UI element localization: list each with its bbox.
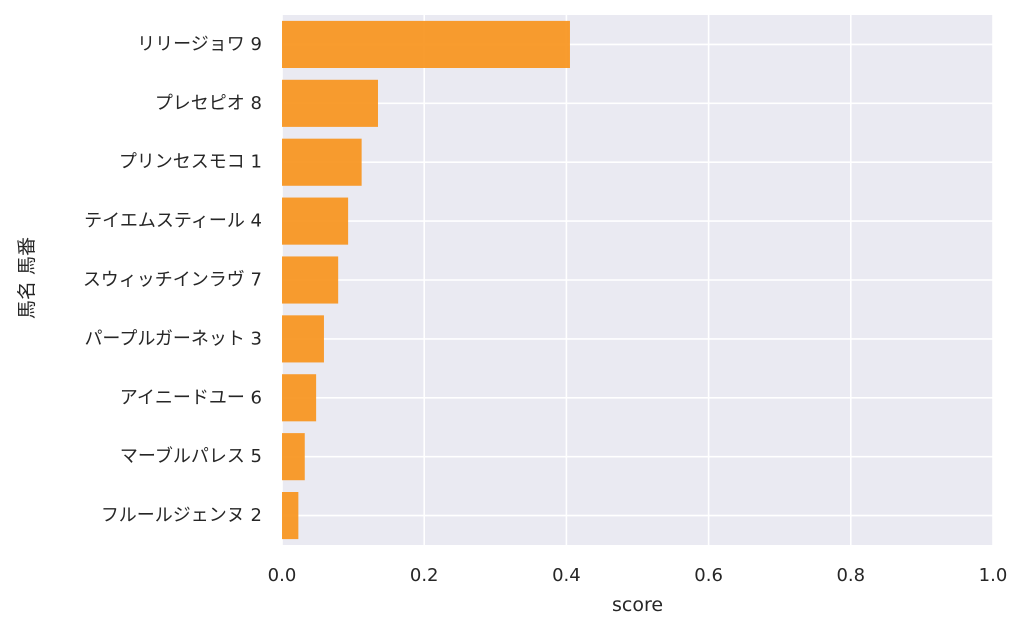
x-axis-label: score (612, 594, 663, 616)
y-tick-label: リリージョワ 9 (137, 34, 262, 55)
y-tick-label: テイエムスティール 4 (84, 211, 262, 232)
y-axis-label: 馬名 馬番 (16, 237, 38, 319)
y-tick-label: パープルガーネット 3 (84, 328, 262, 349)
bar (282, 492, 299, 540)
bar (282, 138, 362, 186)
bar (282, 20, 570, 68)
x-tick-label: 0.0 (268, 565, 297, 586)
y-tick-labels: リリージョワ 9 プレセピオ 8 プリンセスモコ 1 テイエムスティール 4 スウィッチ… (83, 34, 262, 526)
bar (282, 374, 317, 422)
y-tick-label: アイニードユー 6 (120, 387, 262, 408)
grid-lines (281, 15, 994, 545)
y-tick-label: プリンセスモコ 1 (119, 152, 262, 173)
y-tick-label: プレセピオ 8 (155, 93, 262, 114)
bar (282, 197, 349, 245)
bar (282, 79, 378, 127)
bar (282, 433, 305, 481)
x-tick-label: 0.6 (694, 565, 723, 586)
x-tick-label: 0.4 (552, 565, 581, 586)
bar (282, 256, 339, 304)
x-tick-label: 0.2 (410, 565, 439, 586)
y-tick-label: マーブルパレス 5 (120, 445, 262, 467)
x-tick-labels: 0.0 0.2 0.4 0.6 0.8 1.0 (268, 565, 1008, 586)
y-tick-label: スウィッチインラヴ 7 (83, 270, 262, 291)
x-tick-label: 1.0 (979, 565, 1008, 586)
bars (282, 20, 570, 540)
y-tick-label: フルールジェンヌ 2 (101, 505, 262, 526)
bar (282, 315, 324, 363)
x-tick-label: 0.8 (836, 565, 865, 586)
